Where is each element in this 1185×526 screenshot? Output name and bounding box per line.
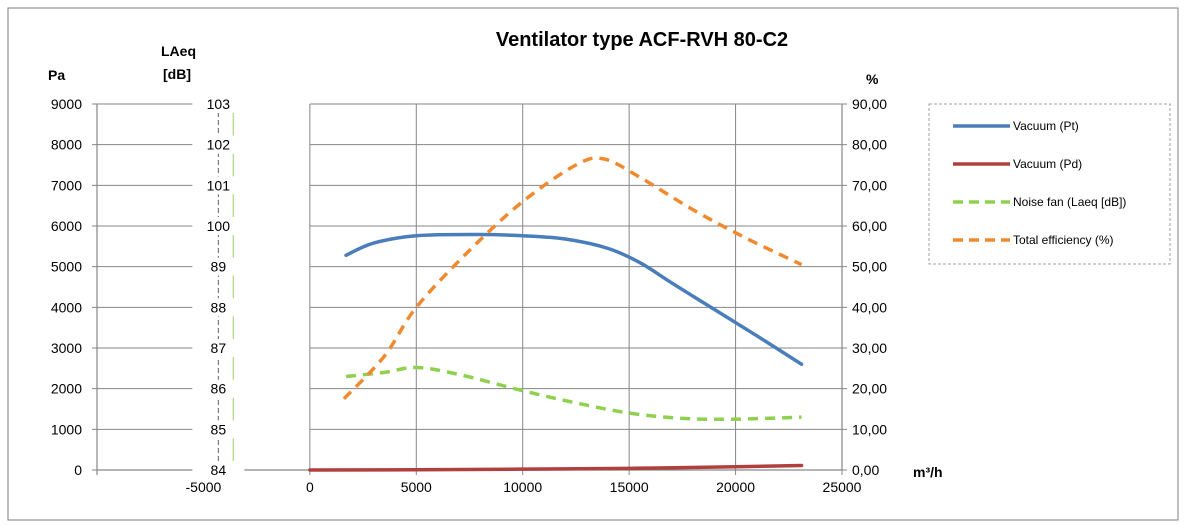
noise-tick-label: 86 (211, 381, 227, 397)
noise-tick-label: 101 (207, 177, 231, 193)
noise-tick-bg (192, 217, 245, 235)
noise-tick-label: 85 (211, 421, 227, 437)
x-tick-label: 0 (306, 479, 314, 495)
efficiency-tick-label: 90,00 (852, 96, 887, 112)
efficiency-tick-label: 10,00 (852, 421, 887, 437)
efficiency-tick-label: 50,00 (852, 259, 887, 275)
legend-label: Noise fan (Laeq [dB]) (1013, 195, 1126, 209)
noise-tick-label: 84 (211, 462, 227, 478)
chart-title: Ventilator type ACF-RVH 80-C2 (496, 29, 788, 51)
legend: Vacuum (Pt) Vacuum (Pd) Noise fan (Laeq [d… (928, 103, 1171, 265)
efficiency-tick-label: 70,00 (852, 177, 887, 193)
efficiency-tick-label: 80,00 (852, 137, 887, 153)
series-layer (308, 156, 804, 472)
series-line-4 (342, 156, 803, 401)
noise-tick-bg (192, 257, 245, 276)
efficiency-tick-label: 20,00 (852, 381, 887, 397)
series-line-3 (345, 365, 802, 422)
noise-tick-bg (192, 95, 245, 113)
pressure-tick-label: 5000 (51, 259, 82, 275)
noise-tick-bg (192, 176, 245, 195)
series-line-2 (308, 463, 804, 472)
noise-tick-label: 103 (207, 96, 231, 112)
efficiency-tick-label: 30,00 (852, 340, 887, 356)
legend-label: Total efficiency (%) (1013, 233, 1113, 247)
noise-tick-label: 89 (211, 259, 227, 275)
efficiency-tick-label: 0,00 (852, 462, 879, 478)
legend-box (928, 103, 1171, 265)
pressure-tick-label: 1000 (51, 421, 82, 437)
noise-tick-bg (192, 379, 245, 398)
noise-tick-label: 102 (207, 137, 231, 153)
pressure-tick-label: 7000 (51, 177, 82, 193)
pressure-tick-label: 9000 (51, 96, 82, 112)
legend-label: Vacuum (Pd) (1013, 157, 1082, 171)
pressure-tick-label: 2000 (51, 381, 82, 397)
noise-tick-bg (192, 420, 245, 439)
x-axis-title: m³/h (913, 464, 943, 480)
pressure-tick-label: 6000 (51, 218, 82, 234)
series-line-1 (344, 232, 804, 367)
noise-tick-bg (192, 135, 245, 154)
x-tick-label: 15000 (610, 479, 649, 495)
x-tick-label: 5000 (401, 479, 432, 495)
axes-layer: -5000 0 5000 10000 15000 20000 25000 0 1000 2000 3… (48, 43, 943, 495)
noise-tick-bg (192, 339, 245, 357)
pressure-tick-label: 3000 (51, 340, 82, 356)
noise-axis-title-line1: LAeq (161, 43, 196, 59)
noise-tick-bg (192, 461, 245, 479)
legend-label: Vacuum (Pt) (1013, 119, 1079, 133)
efficiency-tick-label: 60,00 (852, 218, 887, 234)
x-tick-label: 20000 (716, 479, 755, 495)
pressure-tick-label: 0 (74, 462, 82, 478)
pressure-tick-label: 4000 (51, 299, 82, 315)
noise-tick-label: 88 (211, 299, 227, 315)
pressure-tick-label: 8000 (51, 137, 82, 153)
noise-tick-label: 100 (207, 218, 231, 234)
x-tick-label: 25000 (823, 479, 862, 495)
efficiency-axis-title: % (866, 71, 879, 87)
noise-tick-label: 87 (211, 340, 227, 356)
noise-tick-bg (192, 298, 245, 317)
efficiency-tick-label: 40,00 (852, 299, 887, 315)
noise-axis-title-line2: [dB] (163, 66, 191, 82)
pressure-axis-title: Pa (48, 67, 65, 83)
x-tick-label: -5000 (186, 479, 222, 495)
x-tick-label: 10000 (503, 479, 542, 495)
